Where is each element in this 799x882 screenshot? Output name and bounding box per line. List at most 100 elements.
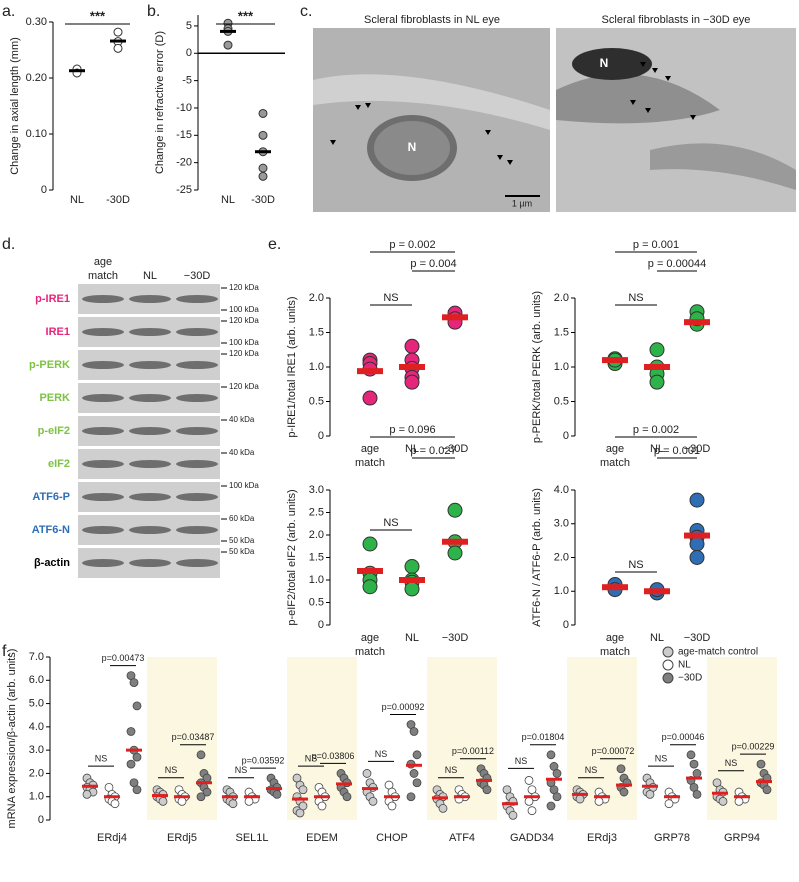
y-tick-label: 1.5 — [554, 326, 569, 338]
data-point — [110, 799, 120, 809]
blot-label: ATF6-P — [32, 491, 70, 503]
mean-bar — [357, 568, 383, 574]
blot-band — [129, 394, 171, 402]
comparison-label: NS — [383, 517, 398, 529]
marker-label: 120 kDa — [229, 283, 259, 292]
blot-band — [129, 328, 171, 336]
comparison-label: NS — [165, 765, 178, 775]
blot-label: p-IRE1 — [35, 293, 70, 305]
x-tick-label: EDEM — [306, 832, 338, 844]
comparison-label: *** — [238, 8, 254, 23]
mean-bar — [644, 588, 670, 595]
x-tick-label: -30D — [106, 194, 130, 206]
blot-band — [82, 394, 124, 402]
comparison-label: p=0.00473 — [102, 653, 145, 663]
comparison-label: p=0.01804 — [522, 732, 565, 742]
marker-label: 40 kDa — [229, 415, 255, 424]
blot-label: p-PERK — [29, 359, 70, 371]
marker-label: 120 kDa — [229, 316, 259, 325]
mean-bar — [734, 795, 750, 799]
micrograph-title: Scleral fibroblasts in NL eye — [364, 14, 500, 26]
data-point — [438, 803, 448, 813]
y-tick-label: 5 — [186, 20, 192, 32]
mean-bar — [546, 777, 562, 781]
data-point — [686, 750, 696, 760]
y-axis-label: p-IRE1/total IRE1 (arb. units) — [286, 296, 298, 437]
blot-label: ATF6-N — [32, 524, 70, 536]
data-point — [718, 796, 728, 806]
panel-label: f. — [2, 643, 11, 660]
panel-label: c. — [300, 3, 312, 20]
mean-bar — [594, 795, 610, 799]
blot-band — [82, 361, 124, 369]
marker-label: 40 kDa — [229, 448, 255, 457]
legend-marker — [662, 659, 674, 671]
mean-bar — [222, 795, 238, 799]
label-line: match — [600, 646, 630, 658]
y-tick-label: 7.0 — [29, 651, 44, 663]
mean-bar — [602, 357, 628, 364]
mean-bar — [502, 802, 518, 806]
data-point — [295, 808, 305, 818]
data-point — [258, 171, 268, 181]
data-point — [645, 789, 655, 799]
blot-band — [129, 526, 171, 534]
mean-bar — [756, 780, 772, 784]
comparison-label: NS — [655, 753, 668, 763]
data-point — [362, 390, 378, 406]
data-point — [649, 374, 665, 390]
legend-label: age-match control — [678, 647, 758, 658]
y-tick-label: -5 — [182, 75, 192, 87]
mean-bar — [399, 577, 425, 583]
mean-bar — [454, 795, 470, 799]
column-header: age match — [88, 256, 118, 282]
comparison-label: *** — [90, 8, 106, 23]
mean-bar — [712, 791, 728, 795]
legend-label: NL — [678, 660, 691, 671]
mean-bar — [432, 796, 448, 800]
mean-bar — [255, 150, 271, 154]
blot-band — [176, 394, 218, 402]
data-point — [298, 785, 308, 795]
data-point — [404, 338, 420, 354]
y-tick-label: 2.5 — [309, 506, 324, 518]
comparison-label: p=0.03592 — [242, 755, 285, 765]
data-point — [258, 108, 268, 118]
mean-bar — [524, 795, 540, 799]
blot-band — [82, 460, 124, 468]
data-point — [412, 778, 422, 788]
y-axis-label: mRNA expression/β-actin (arb. units) — [6, 649, 18, 829]
marker-label: 60 kDa — [229, 514, 255, 523]
comparison-label: NS — [628, 559, 643, 571]
mean-bar — [174, 795, 190, 799]
y-tick-label: 1.0 — [309, 574, 324, 586]
x-tick-label: CHOP — [376, 832, 408, 844]
comparison-label: p = 0.002 — [389, 239, 435, 251]
y-tick-label: 6.0 — [29, 674, 44, 686]
mean-bar — [384, 795, 400, 799]
y-tick-label: 0 — [186, 47, 192, 59]
data-point — [362, 579, 378, 595]
y-tick-label: 2.0 — [554, 551, 569, 563]
mean-bar — [220, 29, 236, 33]
data-point — [132, 701, 142, 711]
y-axis-label: ATF6-N / ATF6-P (arb. units) — [531, 488, 543, 627]
data-point — [447, 502, 463, 518]
x-tick-label: age match — [355, 443, 385, 469]
mean-bar — [664, 795, 680, 799]
y-tick-label: -25 — [176, 184, 192, 196]
x-tick-label: −30D — [442, 443, 469, 455]
blot-band — [176, 427, 218, 435]
data-point — [404, 581, 420, 597]
legend-label: −30D — [678, 673, 702, 684]
blot-label: IRE1 — [46, 326, 70, 338]
marker-label: 50 kDa — [229, 536, 255, 545]
data-point — [196, 750, 206, 760]
micrograph-title: Scleral fibroblasts in −30D eye — [602, 14, 751, 26]
data-point — [244, 796, 254, 806]
data-point — [756, 759, 766, 769]
panel-label: a. — [2, 3, 15, 20]
data-point — [202, 787, 212, 797]
mean-bar — [244, 795, 260, 799]
